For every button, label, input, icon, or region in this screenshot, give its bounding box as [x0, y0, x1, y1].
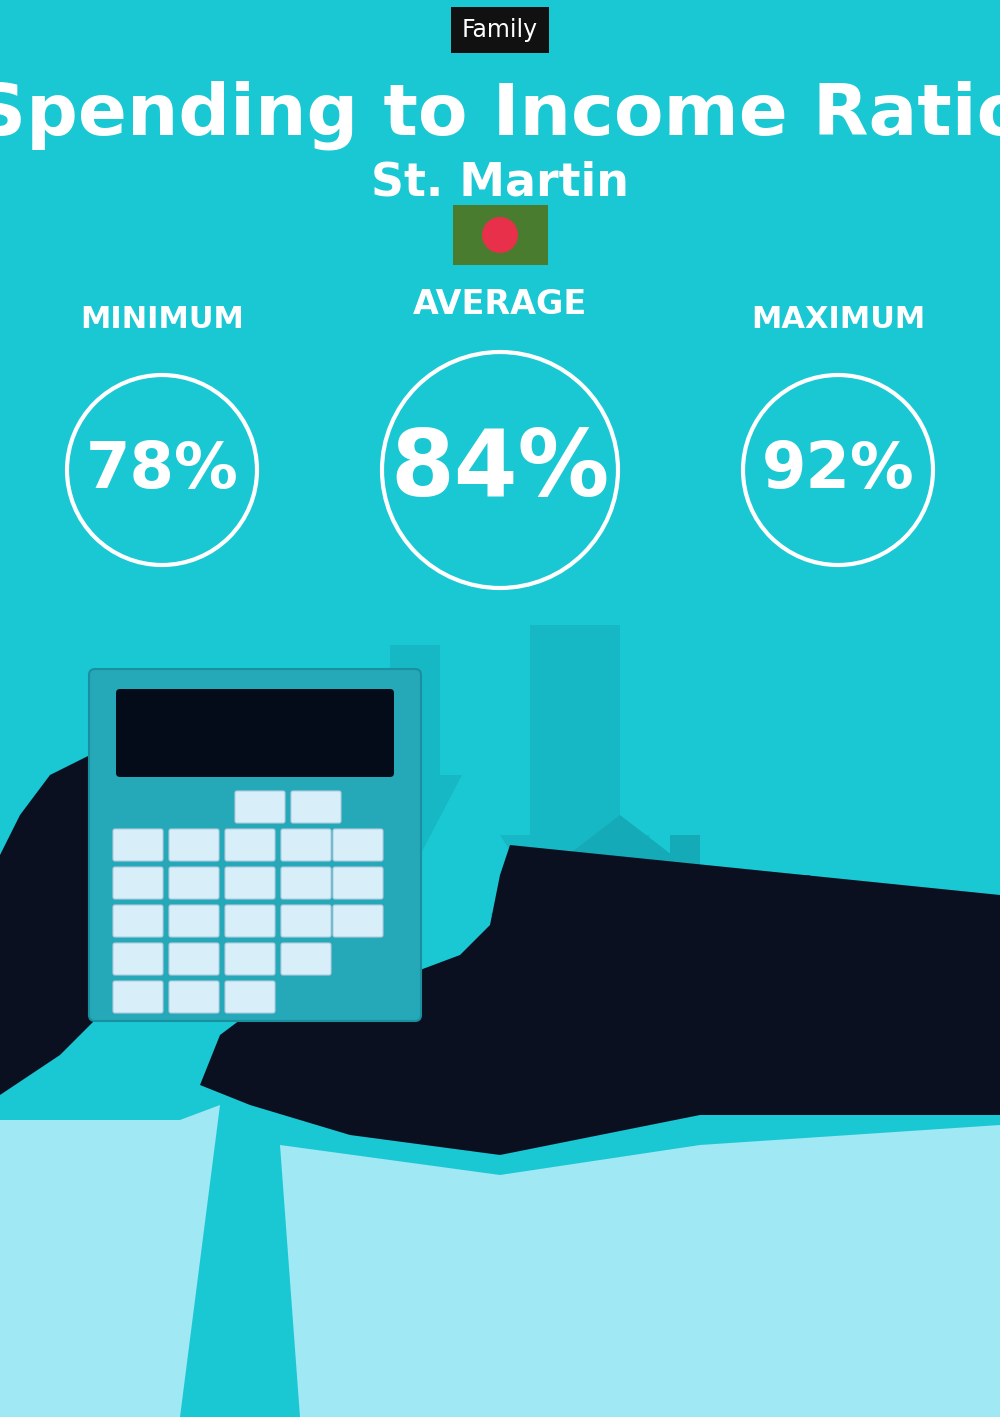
FancyBboxPatch shape [225, 942, 275, 975]
Bar [700, 976, 820, 985]
FancyBboxPatch shape [113, 829, 163, 862]
Polygon shape [0, 1105, 220, 1417]
Bar [700, 988, 820, 995]
FancyBboxPatch shape [291, 791, 341, 823]
Polygon shape [500, 625, 650, 955]
FancyBboxPatch shape [169, 829, 219, 862]
Circle shape [730, 896, 850, 1015]
Bar [670, 835, 700, 886]
Text: St. Martin: St. Martin [371, 160, 629, 205]
Polygon shape [280, 1125, 1000, 1417]
FancyBboxPatch shape [169, 867, 219, 898]
FancyBboxPatch shape [333, 829, 383, 862]
FancyBboxPatch shape [113, 867, 163, 898]
Bar [510, 915, 730, 1024]
Circle shape [685, 910, 755, 981]
FancyBboxPatch shape [235, 791, 285, 823]
FancyBboxPatch shape [225, 905, 275, 937]
FancyBboxPatch shape [281, 905, 331, 937]
FancyBboxPatch shape [225, 867, 275, 898]
FancyBboxPatch shape [281, 829, 331, 862]
FancyBboxPatch shape [169, 905, 219, 937]
Bar [770, 876, 810, 893]
FancyBboxPatch shape [169, 942, 219, 975]
FancyBboxPatch shape [333, 905, 383, 937]
Text: MINIMUM: MINIMUM [80, 305, 244, 334]
Polygon shape [200, 845, 1000, 1417]
Text: Spending to Income Ratio: Spending to Income Ratio [0, 79, 1000, 150]
FancyBboxPatch shape [113, 981, 163, 1013]
Bar [700, 956, 820, 965]
Text: MAXIMUM: MAXIMUM [751, 305, 925, 334]
FancyBboxPatch shape [225, 981, 275, 1013]
FancyBboxPatch shape [113, 942, 163, 975]
Bar [700, 998, 820, 1005]
Text: $: $ [773, 931, 807, 979]
Text: 92%: 92% [762, 439, 914, 502]
Bar [700, 966, 820, 975]
Circle shape [482, 217, 518, 254]
Bar [600, 959, 640, 1024]
Bar [642, 959, 650, 1024]
FancyBboxPatch shape [281, 867, 331, 898]
FancyBboxPatch shape [333, 867, 383, 898]
FancyBboxPatch shape [225, 829, 275, 862]
Text: AVERAGE: AVERAGE [413, 288, 587, 322]
FancyBboxPatch shape [116, 689, 394, 777]
Bar [708, 898, 732, 910]
FancyBboxPatch shape [113, 905, 163, 937]
Bar [452, 205, 548, 265]
Text: 84%: 84% [390, 425, 610, 514]
Text: Family: Family [462, 18, 538, 43]
FancyBboxPatch shape [169, 981, 219, 1013]
Text: 78%: 78% [86, 439, 238, 502]
FancyBboxPatch shape [89, 669, 421, 1022]
Polygon shape [0, 755, 160, 1417]
Polygon shape [490, 815, 750, 915]
Polygon shape [368, 645, 462, 864]
Bar [592, 959, 600, 1024]
FancyBboxPatch shape [281, 942, 331, 975]
